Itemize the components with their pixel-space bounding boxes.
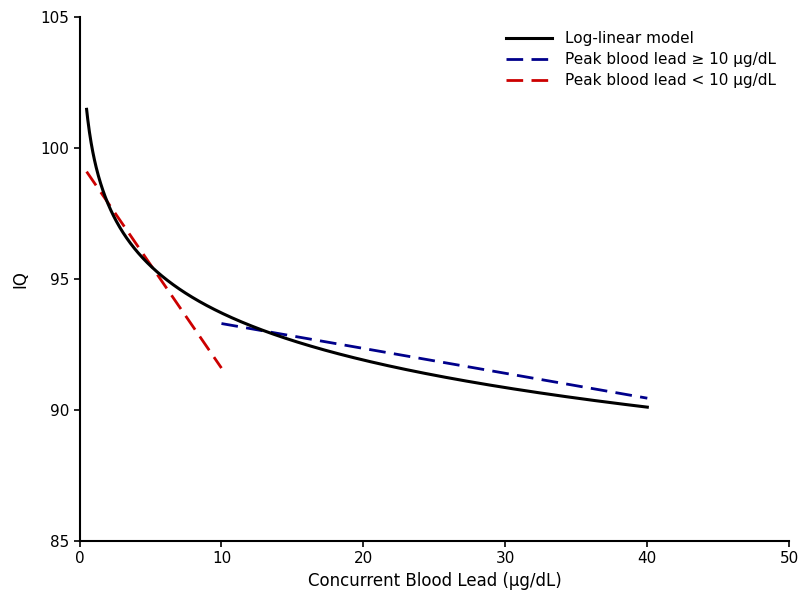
Log-linear model <box>467 379 476 386</box>
Peak blood lead < 10 μg/dL <box>216 364 226 371</box>
Line: Peak blood lead ≥ 10 μg/dL: Peak blood lead ≥ 10 μg/dL <box>221 323 647 398</box>
Log-linear model <box>309 343 318 350</box>
Legend: Log-linear model, Peak blood lead ≥ 10 μg/dL, Peak blood lead < 10 μg/dL: Log-linear model, Peak blood lead ≥ 10 μ… <box>501 25 782 94</box>
Line: Log-linear model: Log-linear model <box>87 109 647 407</box>
Line: Peak blood lead < 10 μg/dL: Peak blood lead < 10 μg/dL <box>87 172 221 368</box>
Peak blood lead < 10 μg/dL <box>82 168 92 175</box>
Log-linear model <box>642 403 652 410</box>
Log-linear model <box>329 349 339 356</box>
Log-linear model <box>82 106 92 113</box>
Log-linear model <box>519 387 529 394</box>
Log-linear model <box>529 388 539 395</box>
Log-linear model <box>139 255 149 263</box>
Peak blood lead ≥ 10 μg/dL <box>216 320 226 327</box>
Peak blood lead ≥ 10 μg/dL <box>642 395 652 402</box>
Y-axis label: IQ: IQ <box>11 270 29 288</box>
X-axis label: Concurrent Blood Lead (μg/dL): Concurrent Blood Lead (μg/dL) <box>308 572 561 590</box>
